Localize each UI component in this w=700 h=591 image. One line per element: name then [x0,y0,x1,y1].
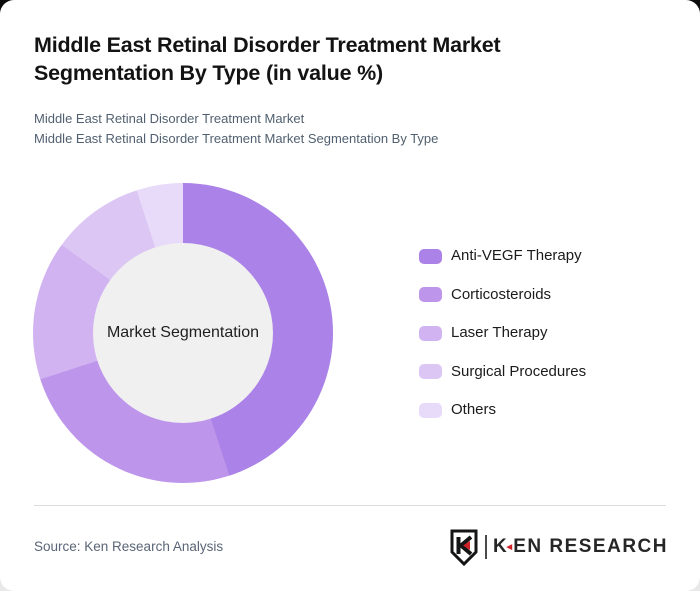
ken-research-shield-icon [450,529,478,566]
legend-swatch [419,325,442,341]
legend-label: Others [451,401,497,418]
source-note: Source: Ken Research Analysis [34,539,224,554]
legend-label: Anti-VEGF Therapy [451,247,582,264]
logo-divider [485,535,488,559]
legend-swatch [419,248,442,264]
legend-label: Surgical Procedures [451,362,587,380]
legend-swatch [419,402,442,418]
subtitle-line-1: Middle East Retinal Disorder Treatment M… [34,111,305,126]
donut-chart: Market Segmentation [33,183,333,483]
logo-wordmark-k: K [493,536,509,557]
legend-item: Corticosteroids [419,285,586,303]
legend-label: Corticosteroids [451,285,552,303]
legend-swatch [419,364,442,379]
legend-swatch [419,287,442,302]
legend-item: Anti-VEGF Therapy [419,248,586,264]
legend-item: Others [419,402,586,418]
subtitle-block: Middle East Retinal Disorder Treatment M… [34,109,654,148]
red-arrow-icon: ◄ [504,542,515,553]
legend-item: Laser Therapy [419,325,586,341]
donut-center: Market Segmentation [93,243,273,423]
logo-wordmark: K ◄ EN RESEARCH [493,536,668,558]
donut-center-label: Market Segmentation [106,324,260,341]
legend-item: Surgical Procedures [419,362,587,380]
subtitle-line-2: Middle East Retinal Disorder Treatment M… [34,130,439,146]
ken-research-logo: K ◄ EN RESEARCH [449,528,668,566]
legend-label: Laser Therapy [451,324,548,341]
logo-wordmark-rest: EN RESEARCH [513,536,668,557]
page-title: Middle East Retinal Disorder Treatment M… [34,33,501,85]
chart-legend: Anti-VEGF Therapy Corticosteroids Laser … [419,248,586,418]
footer-divider [34,505,666,506]
